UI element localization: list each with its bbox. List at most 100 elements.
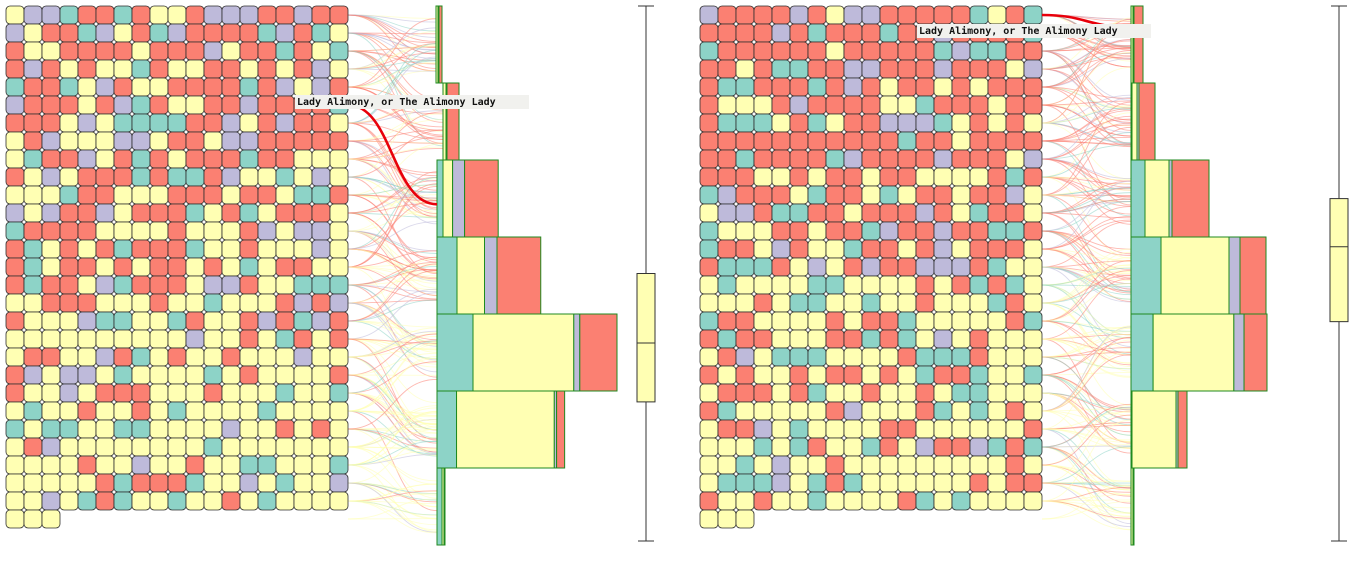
unit-cell[interactable] [753, 203, 773, 223]
unit-cell[interactable] [257, 275, 277, 295]
unit-cell[interactable] [969, 203, 989, 223]
unit-cell[interactable] [311, 5, 331, 25]
unit-cell[interactable] [167, 401, 187, 421]
unit-cell[interactable] [717, 293, 737, 313]
unit-cell[interactable] [5, 401, 25, 421]
unit-cell[interactable] [95, 311, 115, 331]
unit-cell-highlighted[interactable] [95, 95, 115, 115]
unit-cell[interactable] [1023, 491, 1043, 511]
unit-cell[interactable] [167, 59, 187, 79]
unit-cell[interactable] [149, 275, 169, 295]
unit-cell[interactable] [951, 257, 971, 277]
unit-cell[interactable] [185, 275, 205, 295]
unit-cell[interactable] [131, 293, 151, 313]
unit-cell[interactable] [95, 5, 115, 25]
unit-cell[interactable] [1023, 275, 1043, 295]
unit-cell[interactable] [933, 59, 953, 79]
unit-cell[interactable] [717, 221, 737, 241]
unit-cell[interactable] [1005, 311, 1025, 331]
unit-cell[interactable] [897, 383, 917, 403]
unit-cell[interactable] [789, 77, 809, 97]
unit-cell[interactable] [717, 203, 737, 223]
unit-cell[interactable] [969, 365, 989, 385]
unit-cell[interactable] [59, 347, 79, 367]
unit-cell[interactable] [149, 437, 169, 457]
unit-cell[interactable] [185, 5, 205, 25]
unit-cell[interactable] [825, 5, 845, 25]
unit-cell[interactable] [915, 455, 935, 475]
unit-cell[interactable] [1005, 149, 1025, 169]
unit-cell[interactable] [735, 77, 755, 97]
unit-cell[interactable] [5, 167, 25, 187]
unit-cell[interactable] [1023, 311, 1043, 331]
unit-cell[interactable] [5, 275, 25, 295]
bin-5-yellow-segment[interactable] [472, 313, 575, 392]
unit-cell[interactable] [239, 329, 259, 349]
unit-cell[interactable] [969, 419, 989, 439]
unit-cell[interactable] [257, 41, 277, 61]
unit-cell[interactable] [293, 491, 313, 511]
unit-cell[interactable] [5, 257, 25, 277]
unit-cell[interactable] [311, 131, 331, 151]
unit-cell[interactable] [311, 167, 331, 187]
unit-cell[interactable] [771, 59, 791, 79]
unit-cell[interactable] [293, 311, 313, 331]
unit-cell[interactable] [1005, 77, 1025, 97]
unit-cell[interactable] [95, 473, 115, 493]
unit-cell[interactable] [825, 419, 845, 439]
unit-cell[interactable] [275, 455, 295, 475]
unit-cell[interactable] [131, 113, 151, 133]
unit-cell[interactable] [987, 149, 1007, 169]
unit-cell[interactable] [149, 383, 169, 403]
unit-cell[interactable] [951, 77, 971, 97]
unit-cell[interactable] [311, 311, 331, 331]
unit-cell[interactable] [987, 77, 1007, 97]
unit-cell[interactable] [203, 347, 223, 367]
unit-cell[interactable] [329, 455, 349, 475]
unit-cell[interactable] [329, 41, 349, 61]
unit-cell[interactable] [717, 23, 737, 43]
unit-cell[interactable] [1023, 59, 1043, 79]
unit-cell[interactable] [951, 221, 971, 241]
unit-cell[interactable] [113, 239, 133, 259]
unit-cell[interactable] [933, 203, 953, 223]
unit-cell[interactable] [915, 185, 935, 205]
unit-cell[interactable] [5, 347, 25, 367]
unit-cell[interactable] [825, 77, 845, 97]
unit-cell[interactable] [897, 437, 917, 457]
unit-cell[interactable] [185, 59, 205, 79]
unit-cell[interactable] [239, 149, 259, 169]
unit-cell[interactable] [167, 239, 187, 259]
unit-cell[interactable] [221, 95, 241, 115]
unit-cell[interactable] [41, 203, 61, 223]
unit-cell[interactable] [861, 185, 881, 205]
unit-cell[interactable] [239, 203, 259, 223]
unit-cell[interactable] [861, 41, 881, 61]
unit-cell[interactable] [933, 275, 953, 295]
unit-cell[interactable] [717, 401, 737, 421]
unit-cell[interactable] [879, 59, 899, 79]
unit-cell[interactable] [203, 23, 223, 43]
unit-cell[interactable] [969, 185, 989, 205]
unit-cell[interactable] [987, 59, 1007, 79]
unit-cell[interactable] [95, 131, 115, 151]
unit-cell[interactable] [843, 167, 863, 187]
unit-cell[interactable] [1005, 347, 1025, 367]
unit-cell[interactable] [717, 509, 737, 529]
bin-5-yellow-segment[interactable] [1152, 313, 1235, 392]
unit-cell[interactable] [239, 419, 259, 439]
unit-cell[interactable] [257, 59, 277, 79]
unit-cell[interactable] [113, 293, 133, 313]
unit-cell[interactable] [167, 77, 187, 97]
unit-cell[interactable] [23, 383, 43, 403]
unit-cell[interactable] [789, 329, 809, 349]
unit-cell[interactable] [185, 185, 205, 205]
unit-cell[interactable] [257, 437, 277, 457]
unit-cell[interactable] [1023, 113, 1043, 133]
unit-cell[interactable] [717, 185, 737, 205]
unit-cell[interactable] [113, 437, 133, 457]
unit-cell[interactable] [149, 149, 169, 169]
unit-cell[interactable] [59, 77, 79, 97]
unit-cell[interactable] [131, 185, 151, 205]
unit-cell[interactable] [329, 437, 349, 457]
